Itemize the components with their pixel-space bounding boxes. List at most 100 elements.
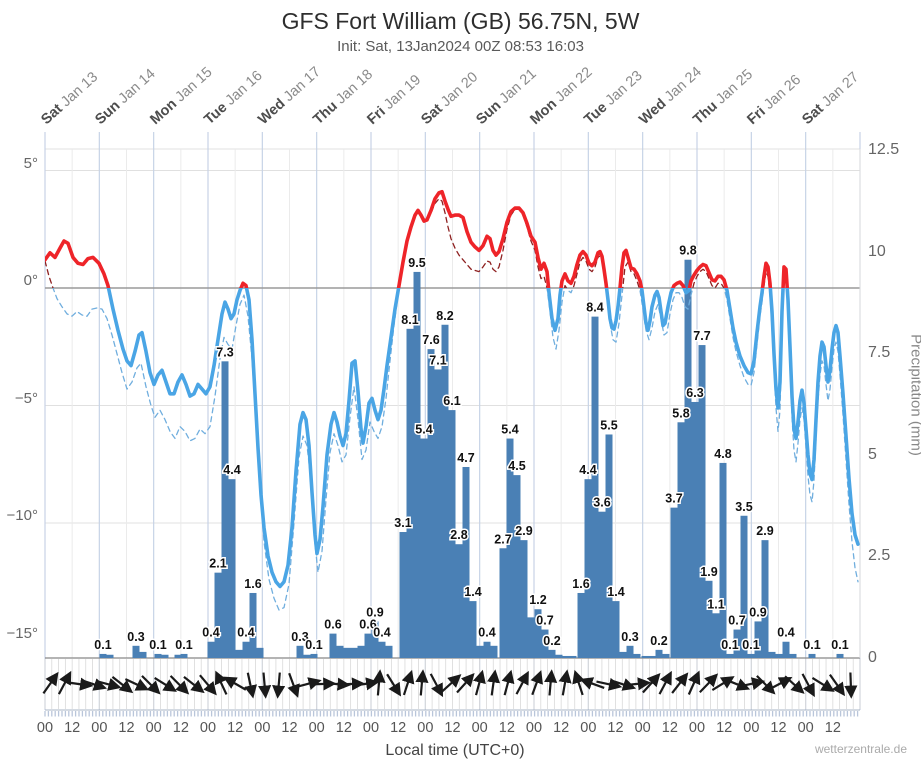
hour-label-00: 00	[525, 720, 543, 736]
precip-bar	[214, 572, 222, 658]
precip-value-label: 1.1	[707, 597, 724, 611]
precip-bar	[712, 613, 720, 658]
precip-value-label: 4.4	[579, 463, 596, 477]
hour-label-12: 12	[770, 720, 787, 736]
precip-bar	[455, 544, 463, 658]
wind-arrow	[579, 677, 605, 690]
wind-arrow	[642, 673, 661, 694]
wind-arrow	[784, 675, 805, 694]
precip-bar	[235, 649, 243, 658]
precip-bar	[591, 316, 599, 658]
wind-arrow	[223, 676, 247, 691]
precip-bar	[836, 653, 844, 658]
precip-value-label: 7.1	[429, 353, 446, 367]
precip-bar	[754, 621, 762, 658]
wind-arrow	[572, 669, 585, 696]
hour-label-00: 00	[308, 720, 325, 736]
day-label-sat-7: Sat Jan 20	[418, 69, 482, 128]
precip-value-label: 5.5	[600, 418, 617, 432]
right-axis-tick: 2.5	[868, 547, 891, 565]
precip-value-label: 7.7	[693, 329, 710, 343]
precip-value-label: 6.1	[443, 394, 460, 408]
hour-label-12: 12	[498, 720, 515, 736]
hour-label-00: 00	[580, 720, 597, 736]
wind-arrow	[739, 677, 766, 691]
precip-value-label: 0.1	[175, 638, 192, 652]
right-axis-tick: 0	[868, 649, 877, 666]
wind-arrow	[169, 675, 190, 695]
hour-label-12: 12	[824, 720, 841, 736]
hour-label-00: 00	[634, 720, 651, 736]
wind-arrow	[415, 669, 429, 696]
left-axis-tick: 5°	[23, 154, 38, 172]
wind-arrow	[272, 672, 286, 699]
precip-bar	[768, 651, 776, 658]
wind-arrow	[473, 669, 486, 696]
precip-bar	[747, 653, 755, 658]
wind-arrow	[81, 678, 107, 691]
precip-value-label: 2.9	[515, 524, 532, 538]
wind-arrow	[124, 678, 150, 691]
precip-bar	[555, 654, 563, 658]
hour-label-12: 12	[607, 720, 624, 736]
precip-bar	[221, 361, 229, 658]
wind-arrow	[558, 669, 572, 696]
precip-bar	[499, 548, 507, 658]
precip-value-label: 0.2	[650, 634, 667, 648]
wind-arrow	[429, 673, 444, 698]
left-axis-tick: −5°	[14, 389, 38, 407]
right-axis-title: Precipitation (mm)	[907, 334, 921, 456]
precip-bar	[655, 649, 663, 658]
precip-bar	[584, 479, 592, 658]
right-axis-tick: 5	[868, 445, 877, 463]
precip-value-label: 9.8	[679, 244, 696, 258]
precip-value-label: 0.4	[777, 626, 794, 640]
wind-arrow	[671, 672, 689, 694]
precip-bar	[476, 645, 484, 658]
precip-bar	[242, 641, 250, 658]
precip-value-label: 3.1	[394, 516, 411, 530]
precip-value-label: 6.3	[686, 386, 703, 400]
precip-value-label: 7.3	[216, 345, 233, 359]
precip-value-label: 1.6	[244, 577, 261, 591]
precip-value-label: 1.6	[572, 577, 589, 591]
precip-value-label: 0.1	[721, 638, 738, 652]
hour-label-00: 00	[362, 720, 380, 736]
precip-bar	[180, 653, 188, 658]
precip-bar	[619, 651, 627, 658]
hour-label-12: 12	[335, 720, 352, 736]
hour-label-12: 12	[172, 720, 189, 736]
precip-bar	[670, 507, 678, 658]
wind-arrow	[214, 670, 228, 695]
wind-arrow	[596, 677, 623, 691]
precip-bar	[420, 438, 428, 658]
precip-value-label: 0.6	[324, 618, 341, 632]
right-axis-tick: 10	[868, 242, 886, 260]
precip-bar	[534, 609, 542, 658]
hour-label-00: 00	[471, 720, 488, 736]
wind-arrow	[624, 677, 652, 691]
hour-label-12: 12	[118, 720, 135, 736]
precip-bar	[562, 655, 570, 658]
precip-bar	[154, 653, 162, 658]
precip-value-label: 0.3	[621, 630, 638, 644]
precip-bar	[691, 401, 699, 658]
precip-bar	[399, 532, 407, 658]
precip-bar	[677, 422, 685, 658]
wind-arrow	[95, 678, 122, 691]
precip-bar	[705, 580, 713, 658]
precip-value-label: 8.1	[401, 313, 418, 327]
precip-value-label: 0.1	[94, 638, 111, 652]
precip-value-label: 1.4	[464, 585, 481, 599]
wind-arrow	[530, 670, 543, 696]
wind-arrow	[486, 669, 501, 696]
precip-bar	[462, 466, 470, 658]
wind-arrow	[258, 672, 272, 699]
precip-bar	[483, 641, 491, 658]
day-label-sat-14: Sat Jan 27	[798, 69, 862, 128]
precip-bar	[139, 651, 147, 658]
precip-bar	[448, 410, 456, 658]
precip-bar	[469, 601, 477, 658]
precip-bar	[296, 645, 304, 658]
